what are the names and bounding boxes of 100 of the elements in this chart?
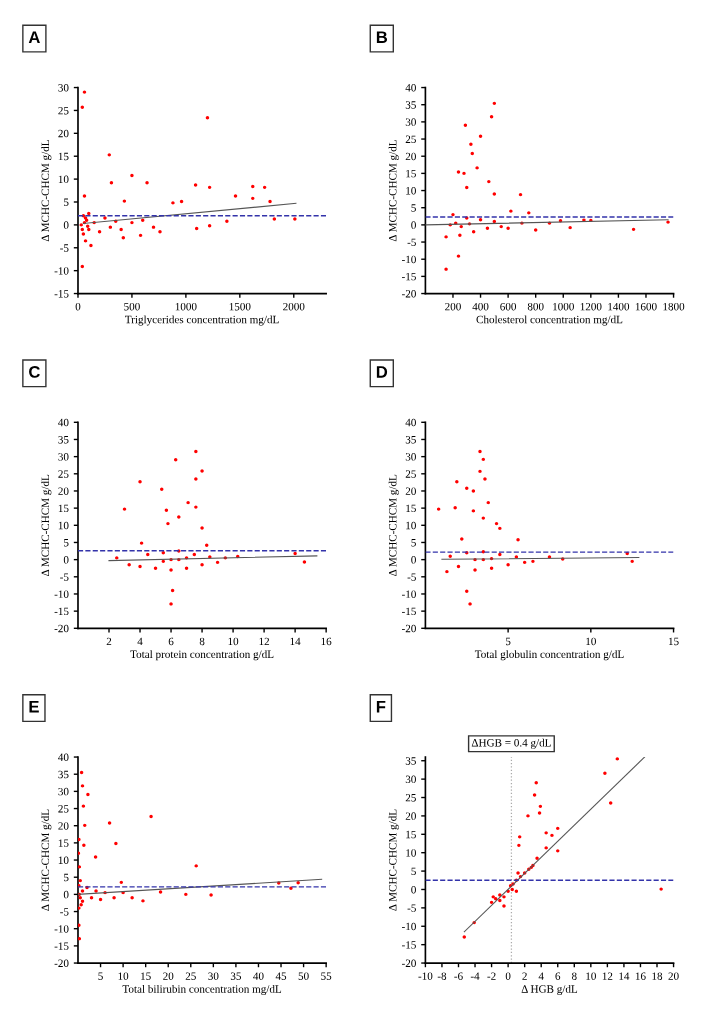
y-tick-label: -5 (407, 904, 416, 912)
y-tick-label: 10 (58, 521, 69, 530)
x-tick-label: 1500 (229, 302, 251, 311)
y-tick-label: -10 (401, 255, 416, 264)
x-tick-label: 40 (253, 972, 264, 980)
x-axis-title: Total protein concentration g/dL (130, 650, 274, 661)
y-tick-label: 15 (58, 152, 69, 161)
y-tick-label: -5 (407, 238, 416, 247)
x-tick-label: 6 (168, 637, 174, 646)
y-tick-label: 40 (58, 418, 69, 427)
y-tick-label: 20 (405, 487, 416, 495)
x-axis-title: Δ HGB g/dL (521, 984, 578, 996)
y-tick-label: -15 (401, 272, 416, 281)
y-tick-label: 5 (411, 539, 416, 547)
y-axis-title: Δ MCHC-CHCM g/dL (388, 474, 399, 576)
x-tick-label: 1200 (580, 302, 602, 311)
y-tick-label: -15 (401, 941, 416, 949)
chart-title: C (29, 366, 40, 378)
y-tick-label: 30 (405, 775, 416, 784)
x-tick-label: 16 (321, 637, 332, 646)
x-tick-label: 35 (230, 972, 242, 980)
x-tick-label: 15 (668, 637, 679, 646)
y-tick-label: 0 (411, 556, 416, 564)
x-tick-label: 4 (538, 972, 544, 980)
y-tick-label: 5 (411, 867, 416, 876)
x-tick-label: 200 (445, 302, 461, 311)
y-tick-label: 5 (64, 198, 69, 206)
x-tick-label: 1800 (663, 302, 685, 311)
y-tick-label: 35 (405, 435, 416, 444)
y-tick-label: 10 (406, 521, 416, 530)
x-tick-label: -8 (437, 972, 447, 980)
x-tick-label: 4 (137, 637, 143, 646)
x-tick-label: 600 (500, 302, 517, 311)
y-tick-label: -20 (401, 290, 416, 298)
y-tick-label: 25 (405, 135, 416, 144)
y-tick-label: 30 (405, 453, 416, 461)
x-tick-label: 20 (163, 972, 174, 980)
y-tick-label: 5 (64, 539, 69, 547)
y-tick-label: 0 (411, 885, 416, 894)
x-tick-label: 12 (602, 972, 613, 980)
x-tick-label: 2 (106, 637, 112, 646)
y-tick-label: 30 (405, 118, 416, 126)
y-tick-label: 30 (58, 787, 69, 796)
ref-line-label: ΔHGB = 0.4 g/dL (471, 738, 551, 749)
x-tick-label: 1600 (635, 302, 657, 311)
y-tick-label: 5 (411, 204, 416, 212)
x-tick-label: 25 (185, 972, 196, 980)
y-axis-title: Δ MCHC-CHCM g/dL (388, 809, 399, 911)
y-tick-label: 20 (58, 822, 69, 830)
x-tick-label: 30 (208, 972, 219, 980)
y-tick-label: -10 (401, 922, 416, 931)
x-axis-title: Triglycerides concentration mg/dL (125, 315, 279, 326)
y-tick-label: 15 (406, 169, 416, 178)
y-tick-label: -10 (54, 590, 69, 598)
y-tick-label: 0 (63, 556, 69, 564)
x-tick-label: -10 (418, 972, 433, 980)
y-tick-label: 10 (58, 175, 69, 184)
y-tick-label: 15 (406, 830, 416, 839)
x-tick-label: 5 (98, 972, 103, 980)
x-tick-label: 0 (75, 302, 81, 311)
chart-title: B (376, 31, 388, 43)
x-axis-title: Total bilirubin concentration mg/dL (122, 984, 282, 996)
x-tick-label: 5 (505, 637, 511, 646)
x-tick-label: 400 (472, 302, 489, 311)
x-tick-label: 55 (321, 972, 332, 980)
y-tick-label: -5 (60, 908, 69, 916)
y-tick-label: -15 (401, 607, 416, 616)
chart-title: A (28, 31, 40, 43)
x-tick-label: 1000 (175, 302, 197, 311)
x-tick-label: 14 (619, 972, 630, 980)
x-tick-label: 1400 (608, 302, 630, 311)
y-tick-label: 40 (405, 418, 416, 427)
x-tick-label: 1000 (553, 302, 574, 311)
x-tick-label: -2 (487, 972, 496, 980)
y-tick-label: -20 (54, 959, 69, 968)
x-tick-label: 2 (522, 972, 527, 980)
x-tick-label: 8 (571, 972, 577, 980)
y-tick-label: 0 (63, 221, 69, 229)
y-axis-title: Δ MCHC-CHCM g/dL (388, 140, 399, 242)
y-tick-label: 0 (411, 221, 416, 229)
y-tick-label: 20 (405, 152, 416, 161)
y-tick-label: -20 (54, 624, 69, 633)
y-tick-label: 35 (405, 101, 416, 109)
y-tick-label: 25 (405, 794, 416, 802)
x-tick-label: 18 (652, 972, 663, 980)
y-tick-label: 20 (58, 129, 69, 138)
y-tick-label: -5 (407, 573, 416, 581)
x-tick-label: 2000 (283, 302, 305, 311)
x-tick-label: 45 (275, 972, 287, 980)
x-tick-label: 0 (505, 972, 511, 980)
x-tick-label: 800 (527, 302, 544, 311)
x-tick-label: 10 (228, 637, 239, 646)
x-tick-label: 500 (124, 302, 140, 311)
x-tick-label: 10 (586, 637, 596, 646)
y-tick-label: 10 (406, 187, 416, 195)
y-tick-label: 25 (58, 106, 69, 115)
y-tick-label: 40 (58, 753, 69, 762)
y-tick-label: 35 (405, 757, 416, 765)
x-tick-label: 50 (298, 972, 309, 980)
y-tick-label: 15 (58, 839, 69, 847)
